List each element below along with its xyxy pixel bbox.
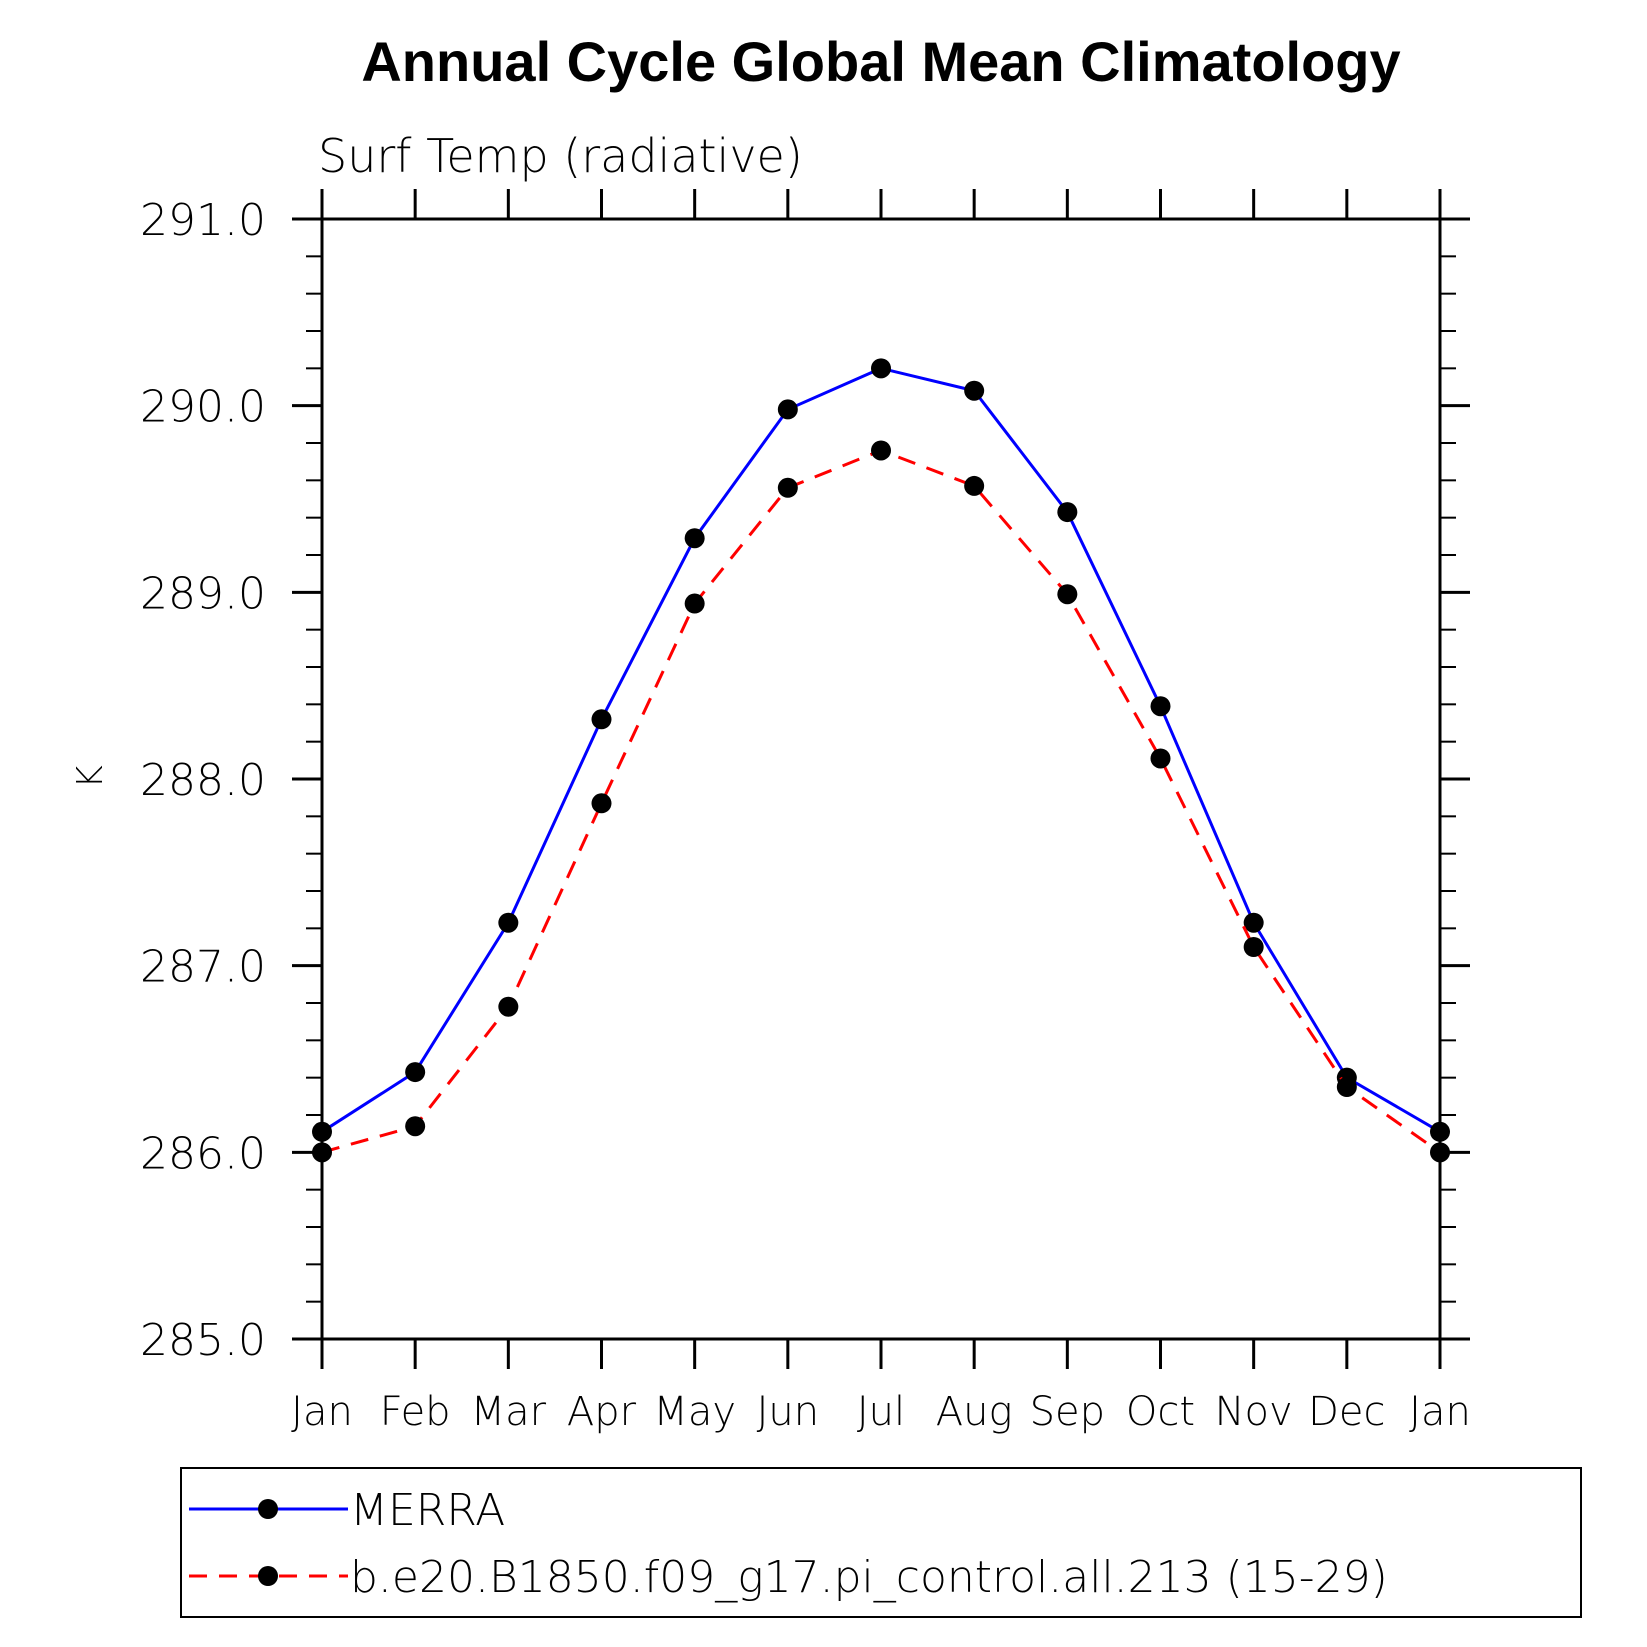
legend: MERRA b.e20.B1850.f09_g17.pi_control.all.…: [180, 1467, 1582, 1618]
legend-label-1: MERRA: [350, 1485, 505, 1536]
y-tick-label: 287.0: [140, 942, 266, 993]
x-tick-label: Feb: [380, 1389, 451, 1435]
series-2-point: [1243, 937, 1264, 957]
legend-box: [180, 1467, 1582, 1618]
y-axis-label: K: [70, 765, 111, 789]
x-tick-label: Nov: [1215, 1389, 1293, 1435]
legend-marker-2: [258, 1566, 278, 1586]
series-2-point: [684, 593, 705, 614]
plot-frame: [320, 217, 1442, 1341]
series-1-point: [312, 1121, 332, 1142]
x-tick-label: May: [653, 1389, 736, 1435]
series-1-point: [498, 912, 519, 933]
x-tick-label: Jan: [1409, 1389, 1471, 1435]
series-1-point: [684, 528, 705, 549]
series-1-point: [591, 709, 612, 730]
series-layer: [312, 358, 1450, 1163]
y-tick-label: 286.0: [140, 1128, 266, 1179]
series-2-point: [1336, 1077, 1357, 1097]
x-tick-label: Mar: [471, 1389, 547, 1435]
x-tick-label: Jun: [757, 1389, 820, 1435]
x-tick-label: Jan: [291, 1389, 353, 1435]
y-tick-label: 291.0: [140, 195, 266, 246]
legend-label-2: b.e20.B1850.f09_g17.pi_control.all.213 (…: [350, 1552, 1388, 1603]
series-2-point: [591, 793, 612, 814]
series-2-point: [1430, 1142, 1450, 1163]
series-2-point: [312, 1142, 332, 1163]
series-2-point: [777, 477, 798, 498]
y-tick-label: 289.0: [140, 568, 266, 619]
series-2-point: [964, 475, 985, 496]
chart-title: Annual Cycle Global Mean Climatology: [361, 30, 1400, 93]
series-2-point: [871, 440, 891, 461]
series-2-point: [1057, 584, 1078, 605]
series-1-point: [1430, 1121, 1450, 1142]
series-2-point: [405, 1116, 426, 1137]
series-1-point: [964, 380, 985, 401]
y-tick-label: 290.0: [140, 382, 266, 433]
series-1-point: [1243, 912, 1264, 933]
x-tick-label: Apr: [567, 1389, 637, 1435]
x-tick-label: Dec: [1308, 1389, 1385, 1435]
series-1-point: [1057, 502, 1078, 523]
legend-marker-1: [258, 1499, 278, 1519]
series-1-point: [777, 399, 798, 420]
x-tick-label: Aug: [936, 1389, 1013, 1435]
x-tick-label: Oct: [1126, 1389, 1195, 1435]
series-1-point: [871, 358, 891, 379]
series-line-1: [321, 366, 1441, 1134]
x-tick-label: Jul: [857, 1389, 905, 1435]
x-tick-label: Sep: [1030, 1389, 1105, 1435]
series-1-point: [1150, 696, 1171, 717]
axes: Jan Feb Mar Apr May Jun Jul Aug Sep Oct Nov Dec Jan 2…: [140, 189, 1471, 1435]
series-1-point: [405, 1062, 426, 1083]
series-line-2: [321, 448, 1441, 1154]
y-tick-label: 285.0: [140, 1315, 266, 1366]
y-tick-label: 288.0: [140, 755, 266, 806]
series-2-point: [1150, 748, 1171, 769]
chart-subtitle: Surf Temp (radiative): [318, 129, 803, 183]
series-2-point: [498, 996, 519, 1017]
